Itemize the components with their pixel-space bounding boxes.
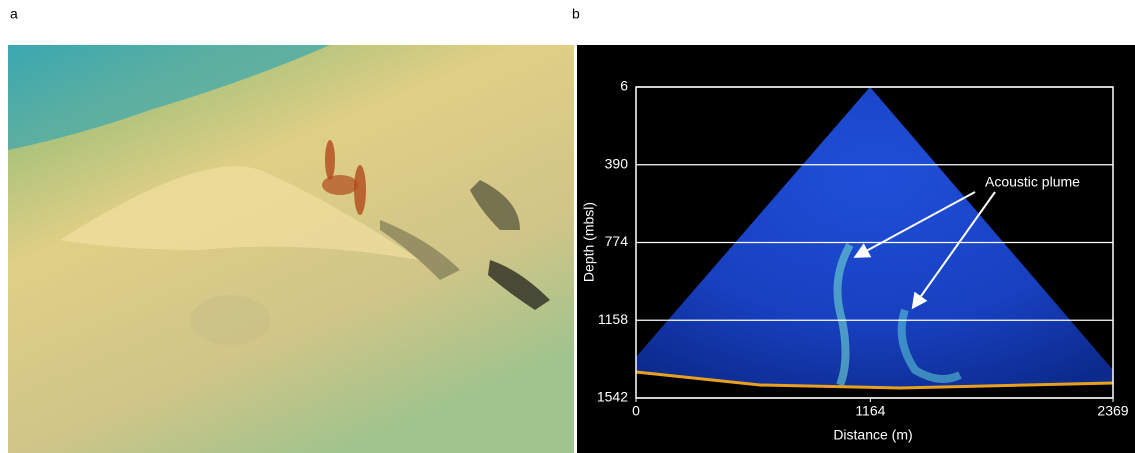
x-tick-label: 0 (632, 403, 640, 419)
annotation: Acoustic plume (985, 174, 1080, 190)
x-axis-label: Distance (m) (833, 427, 912, 443)
figure: a b Acoustic plume Distance (m) Depth (m… (0, 0, 1135, 453)
panel-label: a (10, 6, 18, 22)
y-tick-label: 1158 (598, 311, 628, 327)
bathymetry-image (8, 45, 574, 453)
x-tick-label: 1164 (855, 403, 885, 419)
y-tick-label: 390 (605, 155, 629, 171)
y-tick-label: 6 (620, 78, 628, 94)
x-tick-label: 2369 (1097, 403, 1128, 419)
y-tick-label: 774 (605, 233, 629, 249)
y-tick-label: 1542 (597, 389, 628, 405)
panel-label: b (572, 6, 580, 22)
y-axis-label: Depth (mbsl) (581, 202, 597, 282)
